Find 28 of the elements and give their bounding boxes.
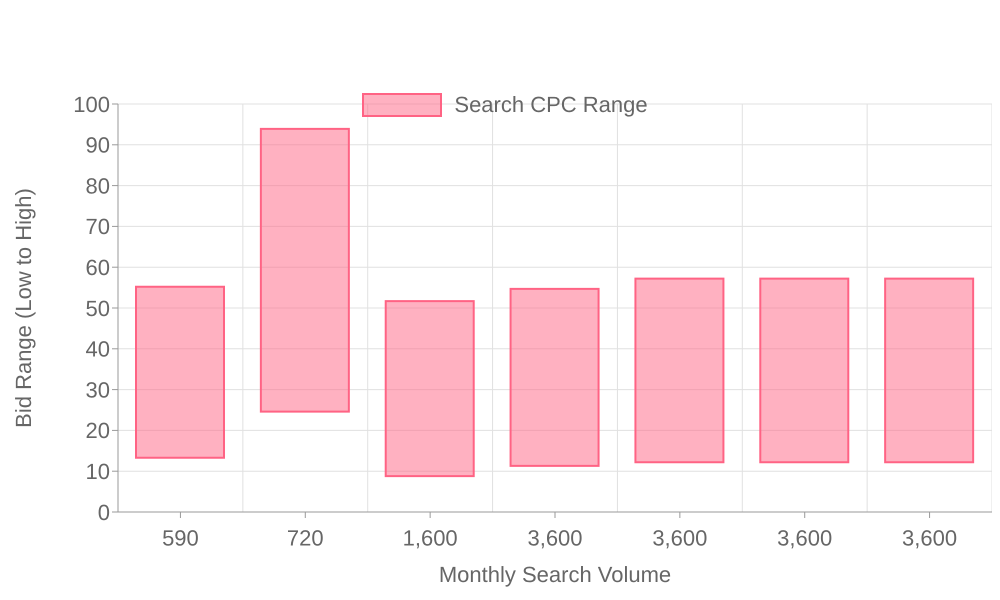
bar <box>384 300 475 478</box>
legend-label: Search CPC Range <box>454 92 648 118</box>
y-tick-label: 20 <box>86 418 110 444</box>
y-axis-title: Bid Range (Low to High) <box>10 188 36 428</box>
x-tick-label: 3,600 <box>902 526 958 551</box>
y-tick-label: 50 <box>86 296 110 321</box>
x-tick-label: 720 <box>286 526 324 551</box>
bar <box>510 288 600 467</box>
x-tick-label: 590 <box>162 526 199 551</box>
y-tick-label: 80 <box>86 173 110 198</box>
bar <box>260 128 350 413</box>
y-tick-label: 30 <box>86 377 110 402</box>
bar <box>634 278 724 464</box>
y-tick-label: 0 <box>98 500 110 525</box>
y-tick-label: 100 <box>73 92 110 117</box>
y-tick-label: 70 <box>86 214 110 240</box>
y-tick-label: 10 <box>86 459 110 484</box>
y-tick-label: 60 <box>86 255 110 280</box>
bar <box>884 278 974 464</box>
bar <box>135 286 225 459</box>
x-axis-title: Monthly Search Volume <box>438 562 672 587</box>
y-tick-label: 90 <box>86 132 110 158</box>
x-tick-label: 3,600 <box>527 526 583 551</box>
x-tick-label: 3,600 <box>652 526 708 551</box>
x-tick-label: 1,600 <box>402 526 458 551</box>
x-tick-label: 3,600 <box>777 526 832 551</box>
y-tick-label: 40 <box>86 336 110 362</box>
bar <box>759 278 850 464</box>
